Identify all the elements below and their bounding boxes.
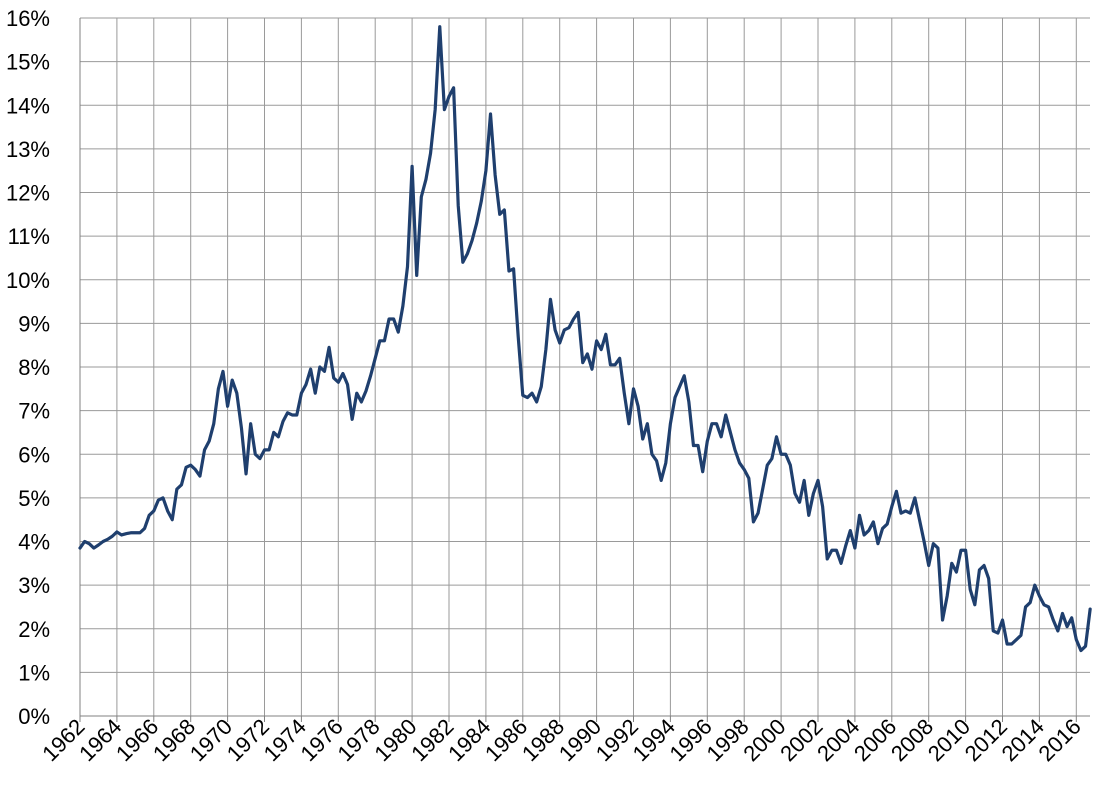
y-tick-label: 10%: [6, 268, 50, 293]
y-tick-label: 5%: [18, 486, 50, 511]
y-tick-label: 13%: [6, 137, 50, 162]
axes: [79, 18, 1090, 722]
y-tick-label: 9%: [18, 311, 50, 336]
y-tick-label: 7%: [18, 399, 50, 424]
y-tick-label: 12%: [6, 181, 50, 206]
series-line: [78, 25, 1092, 653]
series-layer: [78, 25, 1092, 653]
y-tick-label: 1%: [18, 660, 50, 685]
y-tick-label: 16%: [6, 6, 50, 31]
gridlines: [80, 17, 1090, 716]
y-tick-label: 6%: [18, 442, 50, 467]
y-tick-label: 2%: [18, 617, 50, 642]
y-tick-label: 14%: [6, 93, 50, 118]
y-tick-label: 15%: [6, 50, 50, 75]
y-tick-label: 3%: [18, 573, 50, 598]
y-tick-label: 0%: [18, 704, 50, 729]
y-tick-label: 11%: [8, 224, 50, 249]
x-tick-label: 2016: [1034, 714, 1086, 766]
y-tick-label: 8%: [18, 355, 50, 380]
y-tick-label: 4%: [18, 530, 50, 555]
y-tick-labels: 0% 1% 2% 3% 4% 5% 6% 7% 8% 9% 10% 11% 12% 13% 14% 15% 16…: [6, 6, 50, 729]
